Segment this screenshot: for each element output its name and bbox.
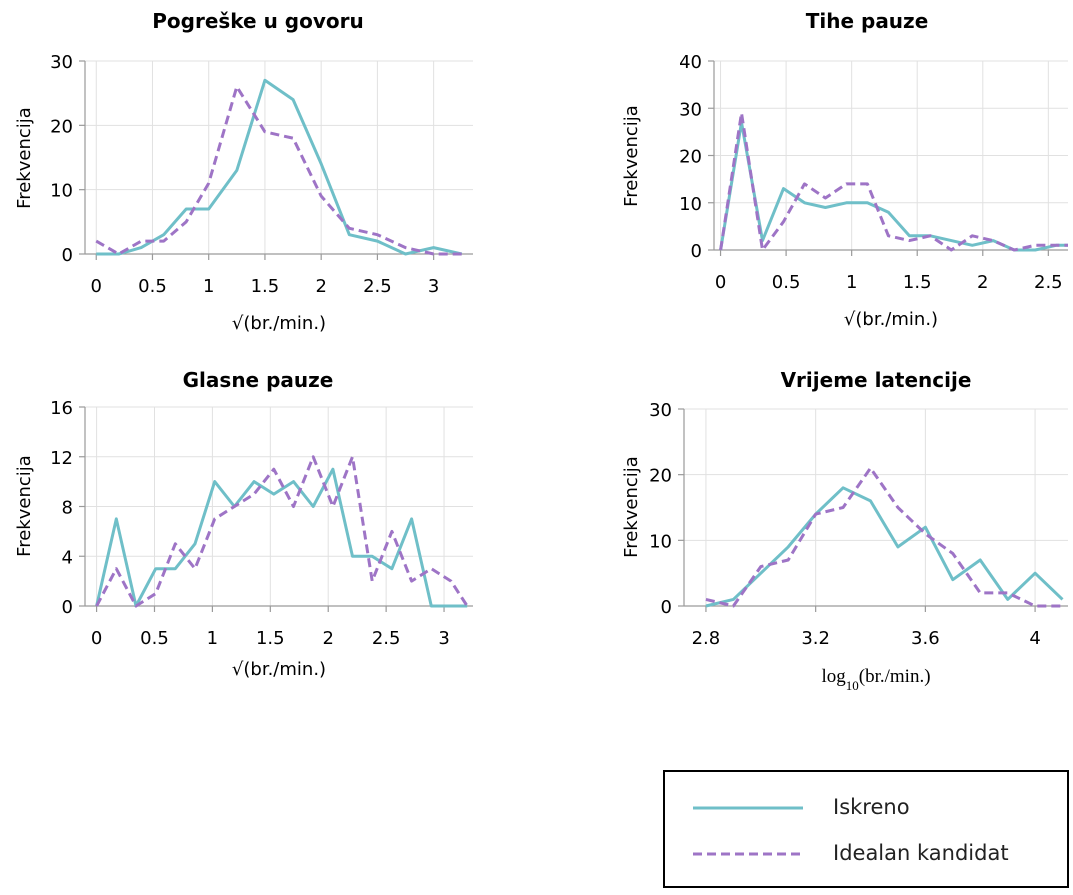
legend-item-idealan: Idealan kandidat [665, 834, 1067, 874]
series-line-iskreno [96, 78, 463, 256]
series-line-idealan [95, 455, 469, 608]
y-tick-label: 20 [679, 147, 702, 168]
y-tick-label: 30 [50, 52, 73, 73]
y-tick-label: 8 [62, 498, 73, 519]
series-line-idealan [719, 111, 1068, 252]
legend-swatch-idealan [693, 852, 803, 856]
x-tick-label: 3.6 [911, 628, 940, 649]
y-axis-label: Frekvencija [621, 456, 642, 558]
chart-title: Glasne pauze [183, 368, 334, 392]
x-tick-label: 2.8 [692, 628, 721, 649]
y-tick-label: 10 [649, 531, 672, 552]
series-line-idealan [95, 85, 462, 256]
x-axis-label: √(br./min.) [232, 313, 326, 334]
x-axis-label-rest: (br./min.) [859, 666, 931, 687]
y-tick-label: 0 [62, 245, 73, 266]
x-tick-label: 2.5 [372, 628, 401, 649]
x-axis-label: √(br./min.) [844, 309, 938, 330]
x-tick-label: 2.5 [1034, 272, 1063, 293]
x-tick-label: 0.5 [140, 628, 169, 649]
y-tick-label: 30 [679, 99, 702, 120]
chart-title: Pogreške u govoru [152, 9, 363, 33]
legend-swatch-iskreno [693, 806, 803, 810]
y-tick-label: 0 [661, 597, 672, 618]
x-tick-label: 1.5 [251, 276, 280, 297]
chart-panel-1: 0 10 20 30 0 0.5 1 1.5 2 2.5 3 Pogreške u govoru Fre… [14, 9, 473, 334]
y-tick-label: 0 [62, 597, 73, 618]
legend-label-iskreno: Iskreno [833, 795, 910, 819]
chart-panel-3: 0 4 8 12 16 0 0.5 1 1.5 2 2.5 3 Glasne pauze Frekvenc… [14, 368, 473, 680]
x-tick-label: 0.5 [138, 276, 167, 297]
y-tick-label: 10 [50, 181, 73, 202]
x-tick-label: 0 [91, 628, 102, 649]
x-tick-label: 2 [977, 272, 988, 293]
x-tick-label: 3.2 [801, 628, 830, 649]
x-axis-label-subscript: 10 [846, 678, 859, 693]
y-tick-label: 0 [691, 241, 702, 262]
legend: Iskreno Idealan kandidat [663, 770, 1069, 888]
x-tick-label: 0.5 [772, 272, 801, 293]
y-tick-label: 20 [50, 116, 73, 137]
y-tick-label: 20 [649, 466, 672, 487]
chart-title: Tihe pauze [806, 9, 929, 33]
legend-label-idealan: Idealan kandidat [833, 841, 1009, 865]
series-line-iskreno [719, 120, 1068, 252]
x-tick-label: 4 [1029, 628, 1040, 649]
x-tick-label: 1 [846, 272, 857, 293]
y-tick-label: 10 [679, 194, 702, 215]
legend-item-iskreno: Iskreno [665, 788, 1067, 828]
y-axis-label: Frekvencija [14, 455, 35, 557]
chart-title: Vrijeme latencije [781, 368, 972, 392]
x-axis-label: √(br./min.) [232, 659, 326, 680]
x-tick-label: 2 [322, 628, 333, 649]
y-axis-label: Frekvencija [621, 105, 642, 207]
y-tick-label: 40 [679, 52, 702, 73]
y-tick-label: 16 [50, 398, 73, 419]
x-tick-label: 1 [207, 628, 218, 649]
series-line-iskreno [95, 467, 468, 608]
series-line-idealan [705, 466, 1063, 608]
y-axis-label: Frekvencija [14, 107, 35, 209]
y-tick-label: 30 [649, 400, 672, 421]
x-tick-label: 3 [428, 276, 439, 297]
x-tick-label: 0 [91, 276, 102, 297]
y-tick-label: 4 [62, 547, 73, 568]
series-line-iskreno [705, 486, 1064, 608]
chart-panel-4: 0 10 20 30 2.8 3.2 3.6 4 Vrijeme latencije Frekve… [621, 368, 1068, 693]
x-axis-label-base: log [821, 666, 846, 687]
x-tick-label: 2.5 [363, 276, 392, 297]
x-tick-label: 3 [438, 628, 449, 649]
x-tick-label: 1.5 [903, 272, 932, 293]
y-tick-label: 12 [50, 448, 73, 469]
x-tick-label: 2 [315, 276, 326, 297]
x-tick-label: 0 [715, 272, 726, 293]
x-tick-label: 1.5 [256, 628, 285, 649]
chart-panel-2: 0 10 20 30 40 0 0.5 1 1.5 2 2.5 Tihe pauze Frekvenci… [621, 9, 1068, 330]
x-tick-label: 1 [203, 276, 214, 297]
x-axis-label: log10(br./min.) [821, 666, 930, 693]
